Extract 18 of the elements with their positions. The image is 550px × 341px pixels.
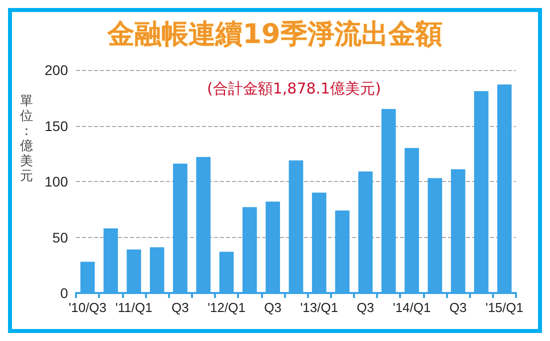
y-tick-label: 200 <box>44 62 68 78</box>
x-tick-label: Q3 <box>356 300 374 315</box>
y-tick-label: 50 <box>52 229 68 246</box>
x-tick-label: '11/Q1 <box>115 300 152 315</box>
text: (合計金額1,878.1億美元) <box>207 80 381 98</box>
x-tick-label: Q3 <box>264 300 282 315</box>
y-tick-label: 150 <box>44 118 68 134</box>
x-tick-label: '15/Q1 <box>485 300 524 315</box>
x-tick-label: Q3 <box>172 300 189 315</box>
x-tick-label: '13/Q1 <box>300 300 338 315</box>
x-tick-label: '10/Q3 <box>68 300 107 315</box>
x-tick-label: Q3 <box>449 300 467 315</box>
x-tick-label: '14/Q1 <box>392 300 431 315</box>
y-tick-label: 100 <box>44 174 68 190</box>
x-tick-label: '12/Q1 <box>208 300 246 315</box>
y-tick-label: 0 <box>60 285 68 301</box>
y-axis-title: 單位：億美元 <box>20 94 33 184</box>
chart-title: 金融帳連續19季淨流出金額 <box>106 19 442 50</box>
